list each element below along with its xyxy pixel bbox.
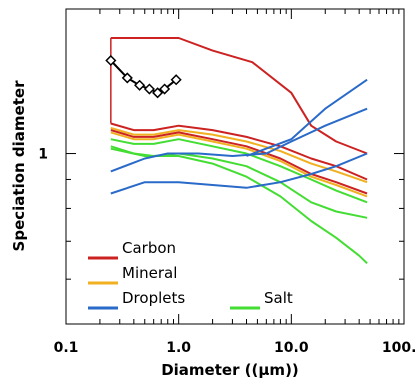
marker-point [143,83,155,95]
series-line-droplets-10 [246,78,368,157]
y-axis-title: Speciation diameter [10,80,28,252]
series-line-salt-6 [110,145,368,219]
y-tick-label: 1 [38,147,48,163]
series-line-carbon-0 [110,37,368,155]
marker-point [121,72,133,84]
series-line-carbon-3 [110,129,368,195]
x-axis-title: Diameter ((μm)) [161,361,299,379]
x-tick-label: 0.1 [54,340,79,356]
plot-layer [105,37,368,265]
marker-point [170,74,182,86]
legend-label-carbon: Carbon [122,239,176,257]
x-tick-label: 100.0 [382,340,415,356]
legend-label-mineral: Mineral [122,264,177,282]
series-line-salt-5 [110,138,368,204]
series-line-mineral-2 [110,126,368,184]
legend: Carbon Mineral Droplets Salt [88,239,293,310]
plot-frame [65,8,405,325]
series-line-mineral-4 [110,131,368,198]
series-line-salt-7 [110,147,368,265]
series-group [105,37,368,265]
series-line-carbon-1 [110,122,368,181]
marker-point [105,54,117,67]
marker-point [159,83,171,95]
ticks-layer: 0.1 1.0 10.0 100.0 1 [38,9,415,356]
legend-label-salt: Salt [264,289,293,307]
legend-label-droplets: Droplets [122,289,185,307]
marker-point [134,79,146,91]
x-tick-label: 10.0 [274,340,309,356]
x-tick-label: 1.0 [166,340,191,356]
series-line-droplets-9 [110,152,368,195]
marker-point [152,87,164,99]
series-line-droplets-8 [110,107,368,173]
